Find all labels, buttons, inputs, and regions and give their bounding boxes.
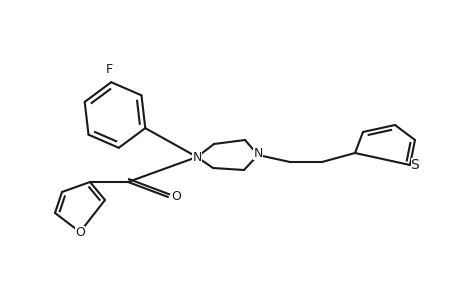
Text: N: N — [192, 151, 201, 164]
Text: F: F — [106, 63, 113, 76]
Text: O: O — [75, 226, 85, 238]
Text: O: O — [171, 190, 180, 203]
Text: S: S — [410, 158, 419, 172]
Text: N: N — [253, 146, 262, 160]
